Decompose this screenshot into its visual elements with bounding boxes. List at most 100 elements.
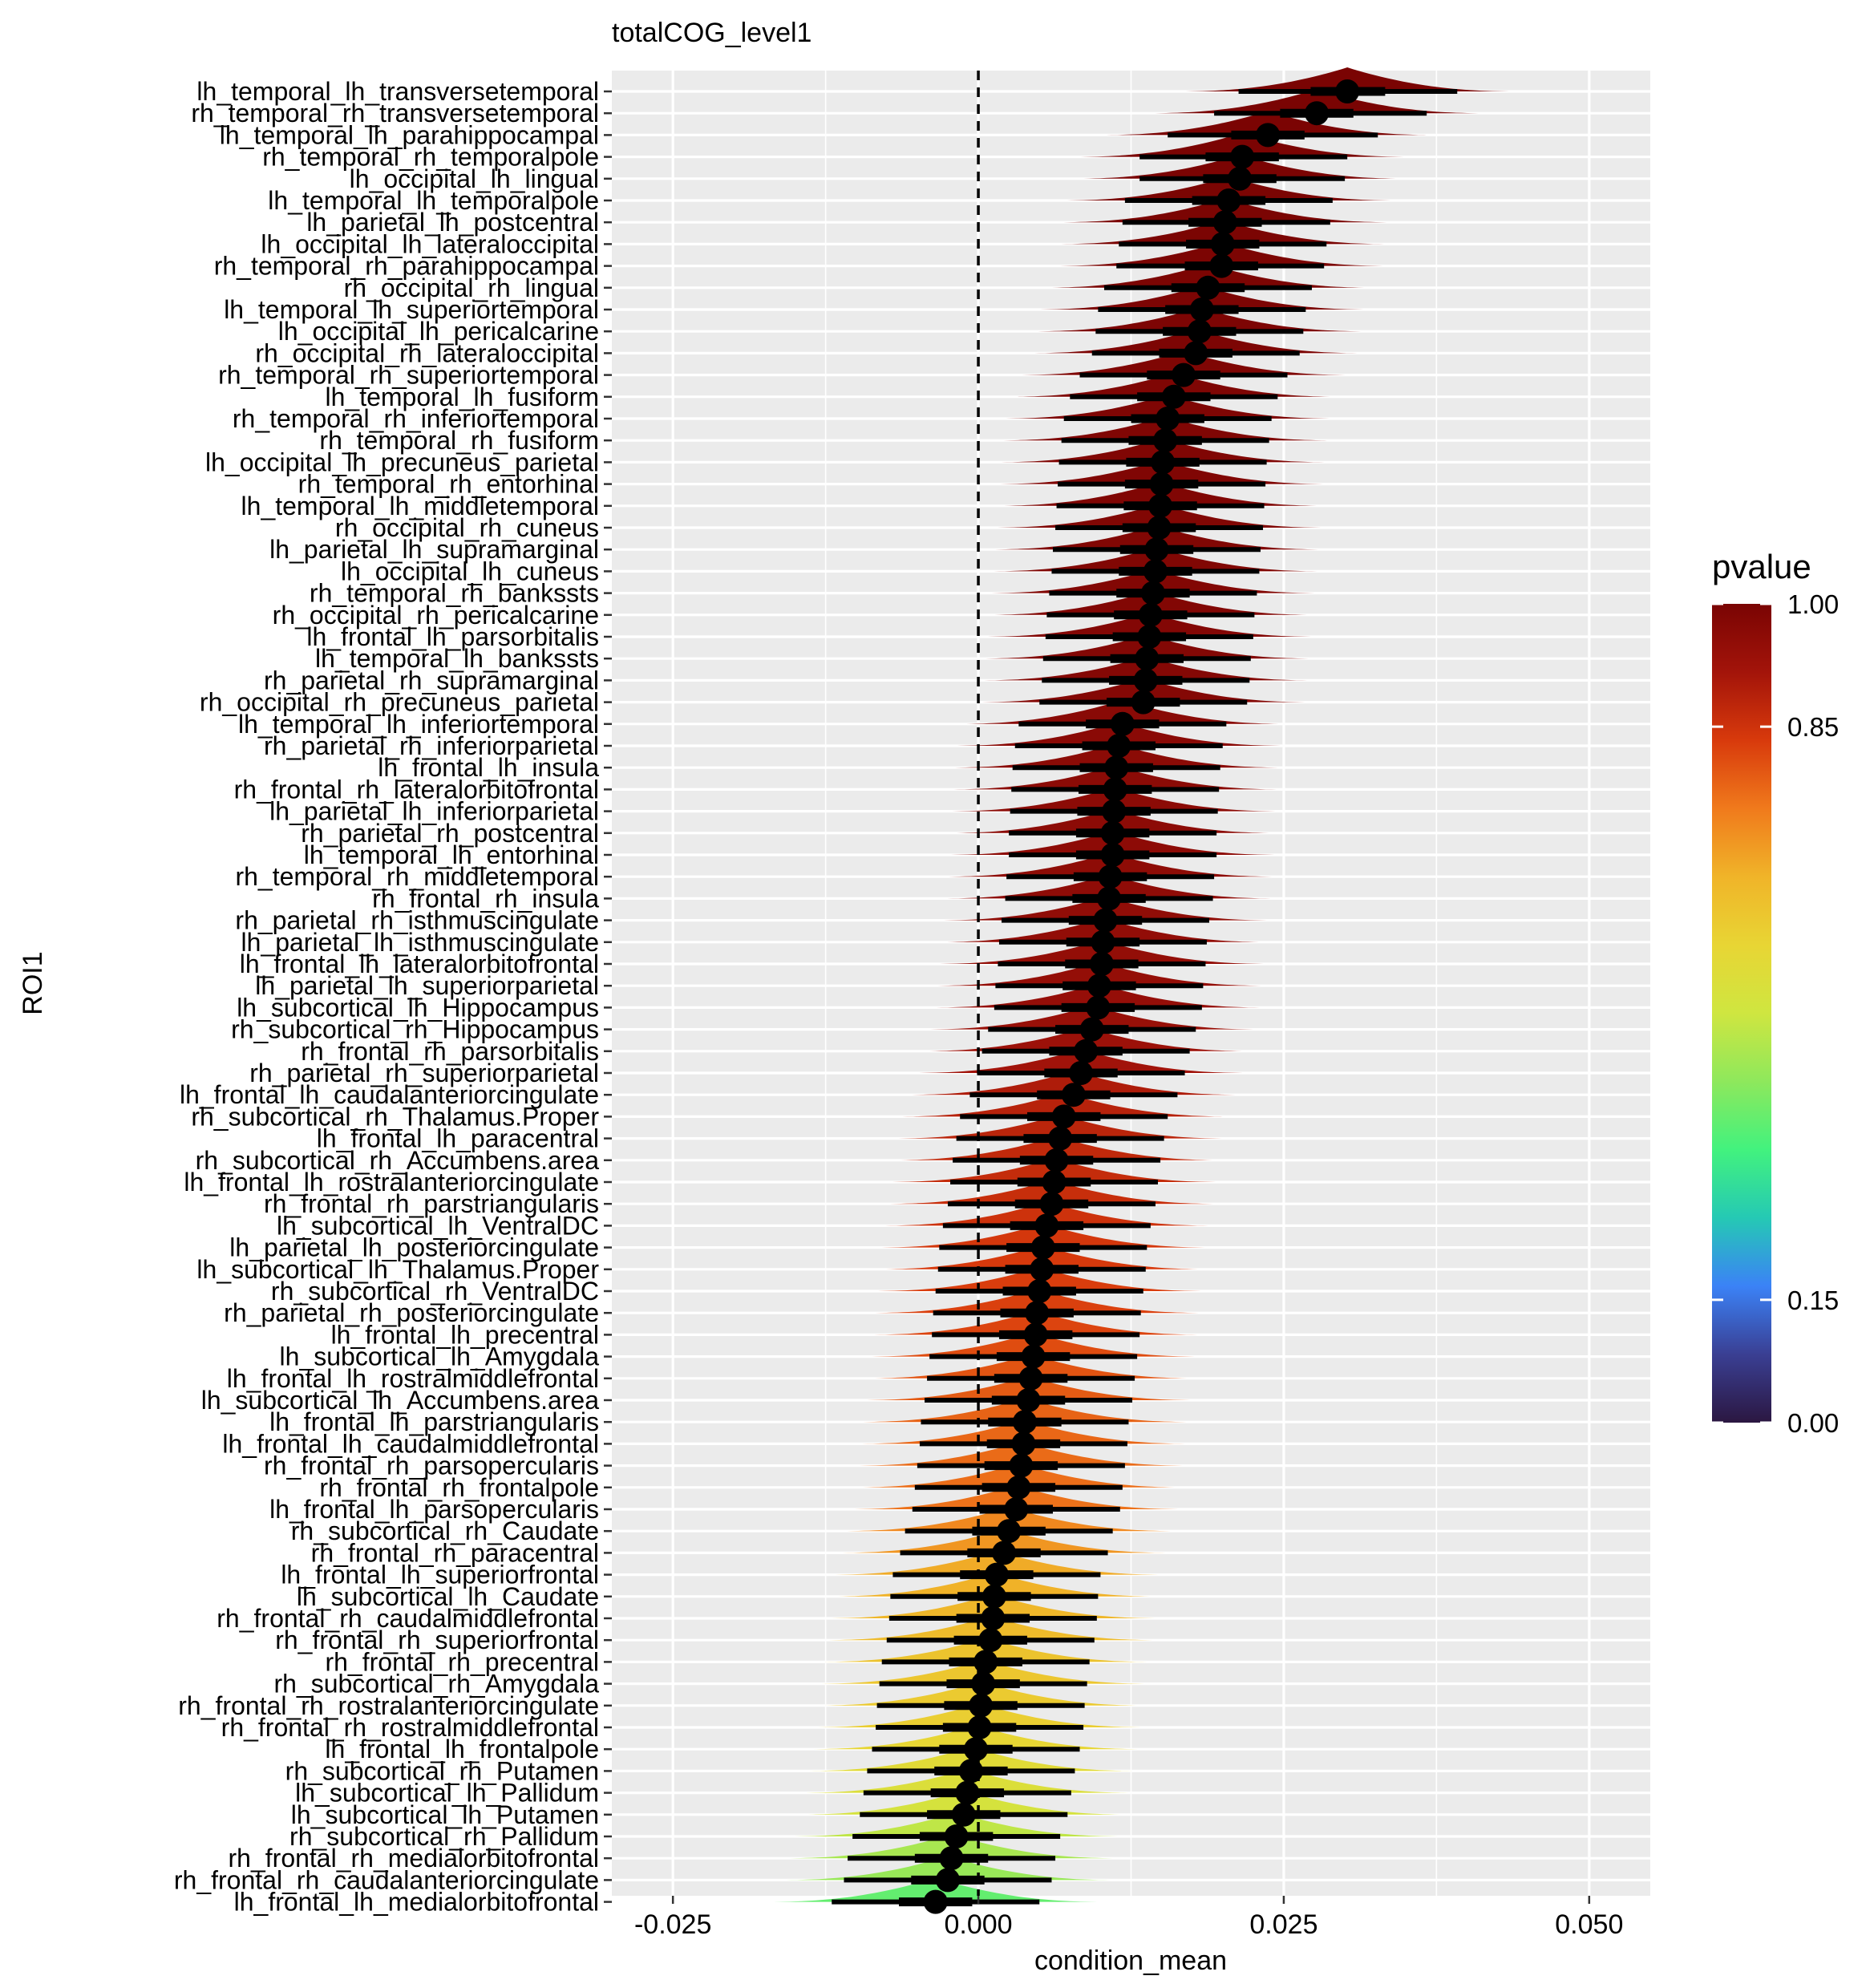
y-tick-label: rh_frontal_rh_insula (372, 884, 599, 913)
mean-point (955, 1780, 980, 1805)
mean-point (1196, 275, 1220, 300)
legend: pvalue 0.00 0.15 0.85 1.00 (1712, 548, 1839, 1438)
y-axis-title: ROI1 (18, 951, 48, 1014)
ridge-density (897, 1092, 1232, 1117)
x-tick-label: -0.025 (634, 1909, 711, 1940)
mean-point (1044, 1148, 1069, 1172)
legend-tick-label: 0.85 (1787, 712, 1839, 742)
mean-point (1137, 625, 1162, 649)
ridge-density (841, 1507, 1176, 1532)
mean-point (992, 1541, 1017, 1565)
ridge-row (1040, 263, 1376, 300)
mean-point (978, 1628, 1003, 1653)
y-tick-label: rh_frontal_rh_parsopercularis (264, 1452, 599, 1480)
mean-point (1025, 1301, 1050, 1326)
y-tick-label: lh_occipital_lh_lingual (350, 164, 599, 193)
y-tick-label: lh_parietal_lh_inferiorparietal (269, 797, 599, 826)
legend-tick-label: 0.00 (1787, 1408, 1839, 1438)
x-tick-label: 0.050 (1555, 1909, 1623, 1940)
mean-point (923, 1889, 948, 1914)
mean-point (1216, 188, 1241, 213)
mean-point (1189, 298, 1214, 322)
mean-point (1147, 516, 1172, 540)
mean-point (964, 1737, 989, 1762)
y-tick-label: rh_frontal_rh_lateralorbitofrontal (234, 775, 599, 804)
y-tick-label: rh_frontal_rh_parstriangularis (264, 1189, 599, 1218)
mean-point (1051, 1104, 1076, 1129)
x-tick-label: 0.000 (945, 1909, 1013, 1940)
mean-point (1228, 166, 1253, 191)
ridge-row (768, 1877, 1103, 1914)
y-tick-label: rh_frontal_rh_frontalpole (319, 1473, 599, 1502)
y-tick-label: rh_subcortical_rh_Putamen (285, 1756, 599, 1785)
y-tick-label: rh_frontal_rh_caudalmiddlefrontal (217, 1604, 599, 1633)
y-tick-label: lh_subcortical_lh_Caudate (297, 1582, 599, 1611)
y-tick-label: lh_frontal_lh_medialorbitofrontal (234, 1888, 599, 1917)
mean-point (1103, 777, 1127, 802)
mean-point (1153, 428, 1178, 453)
ridge-density (788, 1812, 1124, 1836)
y-tick-label: lh_subcortical_lh_Amygdala (280, 1342, 600, 1371)
ridge-row (788, 1812, 1124, 1848)
y-tick-label: lh_temporal_lh_middletemporal (241, 492, 599, 520)
ridge-row (1006, 372, 1342, 409)
y-tick-label: lh_parietal_lh_posteriorcingulate (229, 1233, 599, 1262)
y-tick-label: lh_temporal_lh_inferiortemporal (238, 710, 599, 739)
y-tick-label: lh_occipital_lh_precuneus_parietal (205, 447, 599, 476)
x-tick-label: 0.025 (1249, 1909, 1317, 1940)
y-tick-label: lh_frontal_lh_paracentral (317, 1124, 599, 1153)
y-tick-label: lh_temporal_lh_entorhinal (304, 840, 599, 869)
mean-point (1100, 843, 1125, 867)
y-tick-label: rh_occipital_rh_pericalcarine (273, 601, 599, 630)
mean-point (1074, 1039, 1099, 1063)
y-tick-label: lh_subcortical_lh_Accumbens.area (201, 1386, 599, 1415)
ridge-row (841, 1507, 1176, 1544)
ridge-row (1016, 350, 1351, 387)
ridge-row (1180, 67, 1515, 103)
x-axis: -0.025 0.000 0.025 0.050 (634, 1896, 1623, 1940)
mean-point (1087, 974, 1111, 998)
y-tick-label: rh_occipital_rh_lateraloccipital (255, 338, 599, 367)
mean-point (1209, 253, 1234, 278)
mean-point (1048, 1126, 1073, 1151)
y-axis: lh_temporal_lh_transversetemporalrh_temp… (174, 77, 612, 1917)
y-tick-label: lh_subcortical_lh_VentralDC (277, 1211, 599, 1240)
ridge-density (1075, 132, 1410, 157)
y-tick-label: lh_parietal_lh_supramarginal (269, 535, 599, 564)
mean-point (1023, 1322, 1048, 1347)
ridge-row (829, 1550, 1164, 1587)
y-tick-label: rh_temporal_rh_entorhinal (298, 470, 599, 499)
y-tick-label: lh_frontal_lh_parstriangularis (269, 1407, 599, 1436)
mean-point (1089, 952, 1114, 976)
y-tick-label: lh_occipital_lh_cuneus (341, 557, 599, 585)
y-tick-label: rh_parietal_rh_postcentral (301, 819, 599, 848)
mean-point (1102, 799, 1127, 824)
ridge-density (1016, 350, 1351, 375)
mean-point (1172, 362, 1196, 387)
mean-point (997, 1519, 1022, 1544)
mean-point (1091, 929, 1115, 954)
mean-point (1021, 1344, 1046, 1369)
y-tick-label: lh_occipital_lh_pericalcarine (278, 317, 599, 346)
y-tick-label: rh_frontal_rh_caudalanteriorcingulate (174, 1865, 599, 1894)
mean-point (939, 1846, 964, 1871)
ridge-row (1100, 111, 1435, 148)
y-tick-label: rh_temporal_rh_transversetemporal (191, 99, 599, 128)
y-tick-label: rh_frontal_rh_superiorfrontal (275, 1626, 599, 1654)
mean-point (1012, 1410, 1037, 1435)
mean-point (1138, 602, 1163, 627)
mean-point (1184, 341, 1208, 366)
mean-point (944, 1824, 969, 1848)
y-tick-label: lh_temporal_lh_fusiform (326, 383, 600, 411)
mean-point (1009, 1453, 1034, 1478)
ridge-density (955, 699, 1290, 724)
mean-point (982, 1584, 1006, 1609)
y-tick-label: lh_subcortical_lh_Hippocampus (237, 993, 599, 1022)
mean-point (1187, 319, 1212, 344)
mean-point (1149, 472, 1174, 496)
mean-point (1011, 1431, 1036, 1456)
mean-point (1093, 908, 1118, 933)
mean-point (971, 1671, 996, 1696)
ridge-density (1061, 176, 1397, 200)
